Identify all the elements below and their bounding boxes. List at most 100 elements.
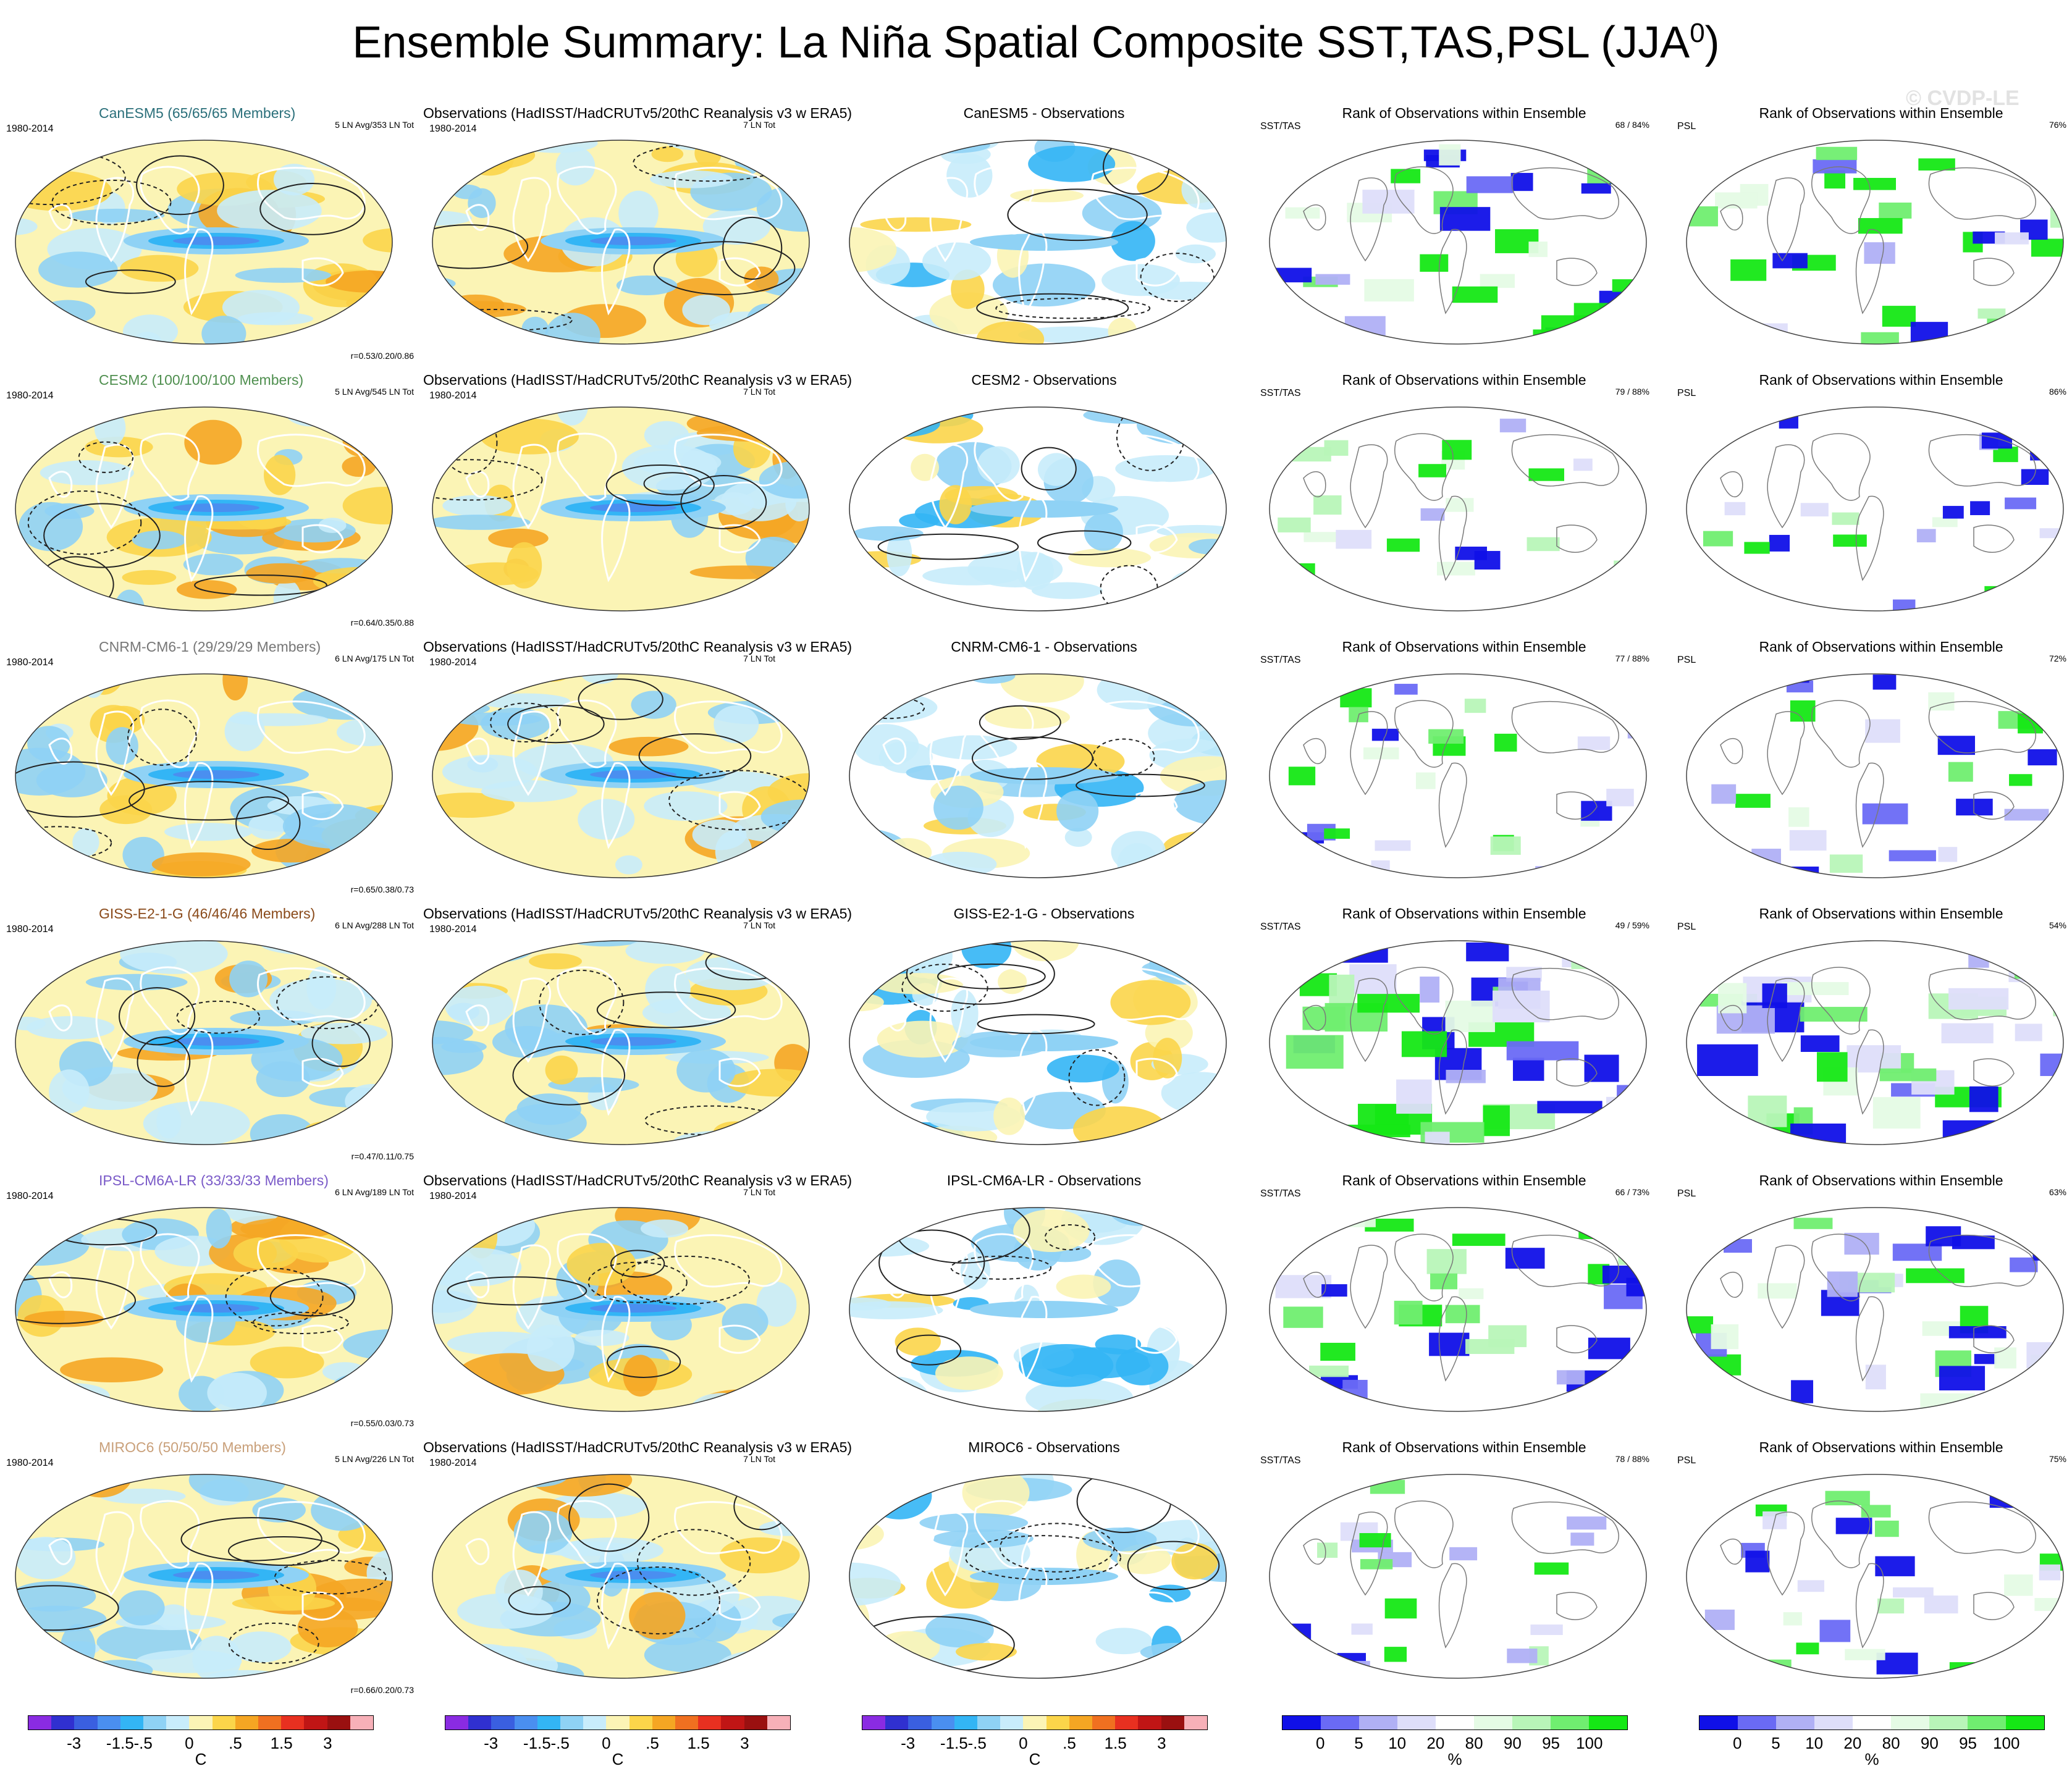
obs-title: Observations (HadISST/HadCRUTv5/20thC Re…	[423, 639, 853, 655]
rank-sst-panel: Rank of Observations within Ensemble SST/…	[1260, 372, 1668, 631]
colorbar-tick-label: 3	[323, 1734, 332, 1752]
colorbar-box	[350, 1716, 374, 1729]
colorbar-box	[1891, 1716, 1929, 1729]
colorbar-box	[908, 1716, 932, 1729]
colorbar-box	[954, 1716, 978, 1729]
colorbar-tick-label: .5	[1063, 1734, 1076, 1752]
variable-label: PSL	[1677, 922, 1696, 932]
model-title: CNRM-CM6-1 (29/29/29 Members)	[99, 639, 321, 655]
colorbar-tick-label: -1.5	[106, 1734, 134, 1752]
colorbar-box	[1929, 1716, 1968, 1729]
colorbar-box	[28, 1716, 52, 1729]
model-title: MIROC6 (50/50/50 Members)	[99, 1439, 286, 1455]
rank-title: Rank of Observations within Ensemble	[1759, 1439, 2003, 1455]
variable-label: SST/TAS	[1260, 922, 1301, 932]
obs-title: Observations (HadISST/HadCRUTv5/20thC Re…	[423, 906, 853, 922]
pattern-correlation: r=0.65/0.38/0.73	[350, 885, 414, 894]
colorbar-box	[931, 1716, 954, 1729]
map	[429, 671, 812, 881]
colorbar-box	[862, 1716, 886, 1729]
rank-psl-panel: Rank of Observations within Ensemble PSL 7…	[1677, 1439, 2072, 1699]
map-svg	[1686, 406, 2064, 612]
diff-panel: CNRM-CM6-1 - Observations	[840, 639, 1248, 898]
pattern-correlation: r=0.53/0.20/0.86	[350, 351, 414, 361]
obs-count: 7 LN Tot	[743, 654, 775, 663]
rank-title: Rank of Observations within Ensemble	[1759, 639, 2003, 655]
colorbar-tick-label: 90	[1503, 1734, 1522, 1752]
variable-label: SST/TAS	[1260, 655, 1301, 665]
colorbar-tick-label: -.5	[967, 1734, 987, 1752]
map	[12, 404, 395, 614]
rank-psl-panel: Rank of Observations within Ensemble PSL 7…	[1677, 105, 2072, 364]
colorbar-tick-label: 0	[185, 1734, 194, 1752]
obs-count: 7 LN Tot	[743, 120, 775, 130]
colorbar-tick-label: 95	[1959, 1734, 1977, 1752]
period-label: 1980-2014	[6, 1191, 54, 1201]
rank-percent: 76%	[2049, 120, 2066, 130]
map	[429, 137, 812, 347]
rank-title: Rank of Observations within Ensemble	[1759, 372, 2003, 388]
variable-label: PSL	[1677, 655, 1696, 665]
colorbar-unit: C	[195, 1750, 207, 1768]
map	[846, 671, 1229, 881]
diff-title: CESM2 - Observations	[971, 372, 1117, 388]
colorbar-tick-label: 5	[1771, 1734, 1780, 1752]
colorbar-boxes	[1699, 1715, 2045, 1730]
rank-title: Rank of Observations within Ensemble	[1342, 1439, 1586, 1455]
model-panel: MIROC6 (50/50/50 Members) 1980-2014 5 LN A…	[6, 1439, 414, 1699]
colorbar-tick-label: .5	[646, 1734, 659, 1752]
colorbar-box	[537, 1716, 561, 1729]
colorbar-box	[1776, 1716, 1814, 1729]
colorbar-tick-label: 1.5	[270, 1734, 293, 1752]
colorbar-tick-label: 20	[1426, 1734, 1445, 1752]
diff-title: GISS-E2-1-G - Observations	[953, 906, 1135, 922]
map-svg	[15, 140, 393, 345]
colorbar-box	[1161, 1716, 1184, 1729]
colorbar-tick-label: -3	[67, 1734, 82, 1752]
colorbar-box	[1738, 1716, 1776, 1729]
map	[1266, 1471, 1649, 1681]
period-label: 1980-2014	[6, 924, 54, 935]
colorbar-tick-label: 0	[1732, 1734, 1742, 1752]
period-label: 1980-2014	[429, 657, 477, 668]
period-label: 1980-2014	[429, 924, 477, 935]
colorbar-tick-label: 100	[1576, 1734, 1603, 1752]
map-svg	[1686, 940, 2064, 1145]
colorbar-box	[189, 1716, 213, 1729]
colorbar-rank-psl: 0 5 10 20 80 90 95 100%	[1699, 1715, 2045, 1777]
colorbar-box	[1436, 1716, 1474, 1729]
period-label: 1980-2014	[429, 1458, 477, 1468]
map	[1683, 404, 2066, 614]
colorbar-box	[445, 1716, 469, 1729]
colorbar-box	[1589, 1716, 1627, 1729]
period-label: 1980-2014	[429, 1191, 477, 1201]
rank-sst-panel: Rank of Observations within Ensemble SST/…	[1260, 906, 1668, 1165]
colorbar-box	[212, 1716, 235, 1729]
colorbar-ticks: -3 -1.5 -.5 0 .5 1.5 3	[862, 1734, 1208, 1752]
colorbar-box	[1046, 1716, 1069, 1729]
colorbar-box	[327, 1716, 350, 1729]
colorbar-unit: %	[1447, 1750, 1462, 1768]
map-svg	[15, 673, 393, 878]
obs-panel: Observations (HadISST/HadCRUTv5/20thC Re…	[423, 105, 852, 364]
pattern-correlation: r=0.64/0.35/0.88	[350, 618, 414, 628]
colorbar-box	[514, 1716, 537, 1729]
colorbar-tick-label: 5	[1354, 1734, 1363, 1752]
rank-title: Rank of Observations within Ensemble	[1759, 105, 2003, 121]
rank-title: Rank of Observations within Ensemble	[1342, 1172, 1586, 1188]
map	[846, 404, 1229, 614]
rank-title: Rank of Observations within Ensemble	[1342, 639, 1586, 655]
colorbar-tick-label: 10	[1388, 1734, 1407, 1752]
map-svg	[15, 1474, 393, 1679]
colorbar-box	[143, 1716, 167, 1729]
rank-percent: 75%	[2049, 1454, 2066, 1464]
colorbar-box	[1359, 1716, 1397, 1729]
diff-panel: CanESM5 - Observations	[840, 105, 1248, 364]
lanina-count: 5 LN Avg/226 LN Tot	[335, 1454, 414, 1464]
map	[1683, 137, 2066, 347]
rank-sst-panel: Rank of Observations within Ensemble SST/…	[1260, 639, 1668, 898]
diff-title: CNRM-CM6-1 - Observations	[951, 639, 1137, 655]
colorbar-tick-label: 90	[1920, 1734, 1939, 1752]
colorbar-box	[235, 1716, 259, 1729]
colorbar-box	[491, 1716, 515, 1729]
